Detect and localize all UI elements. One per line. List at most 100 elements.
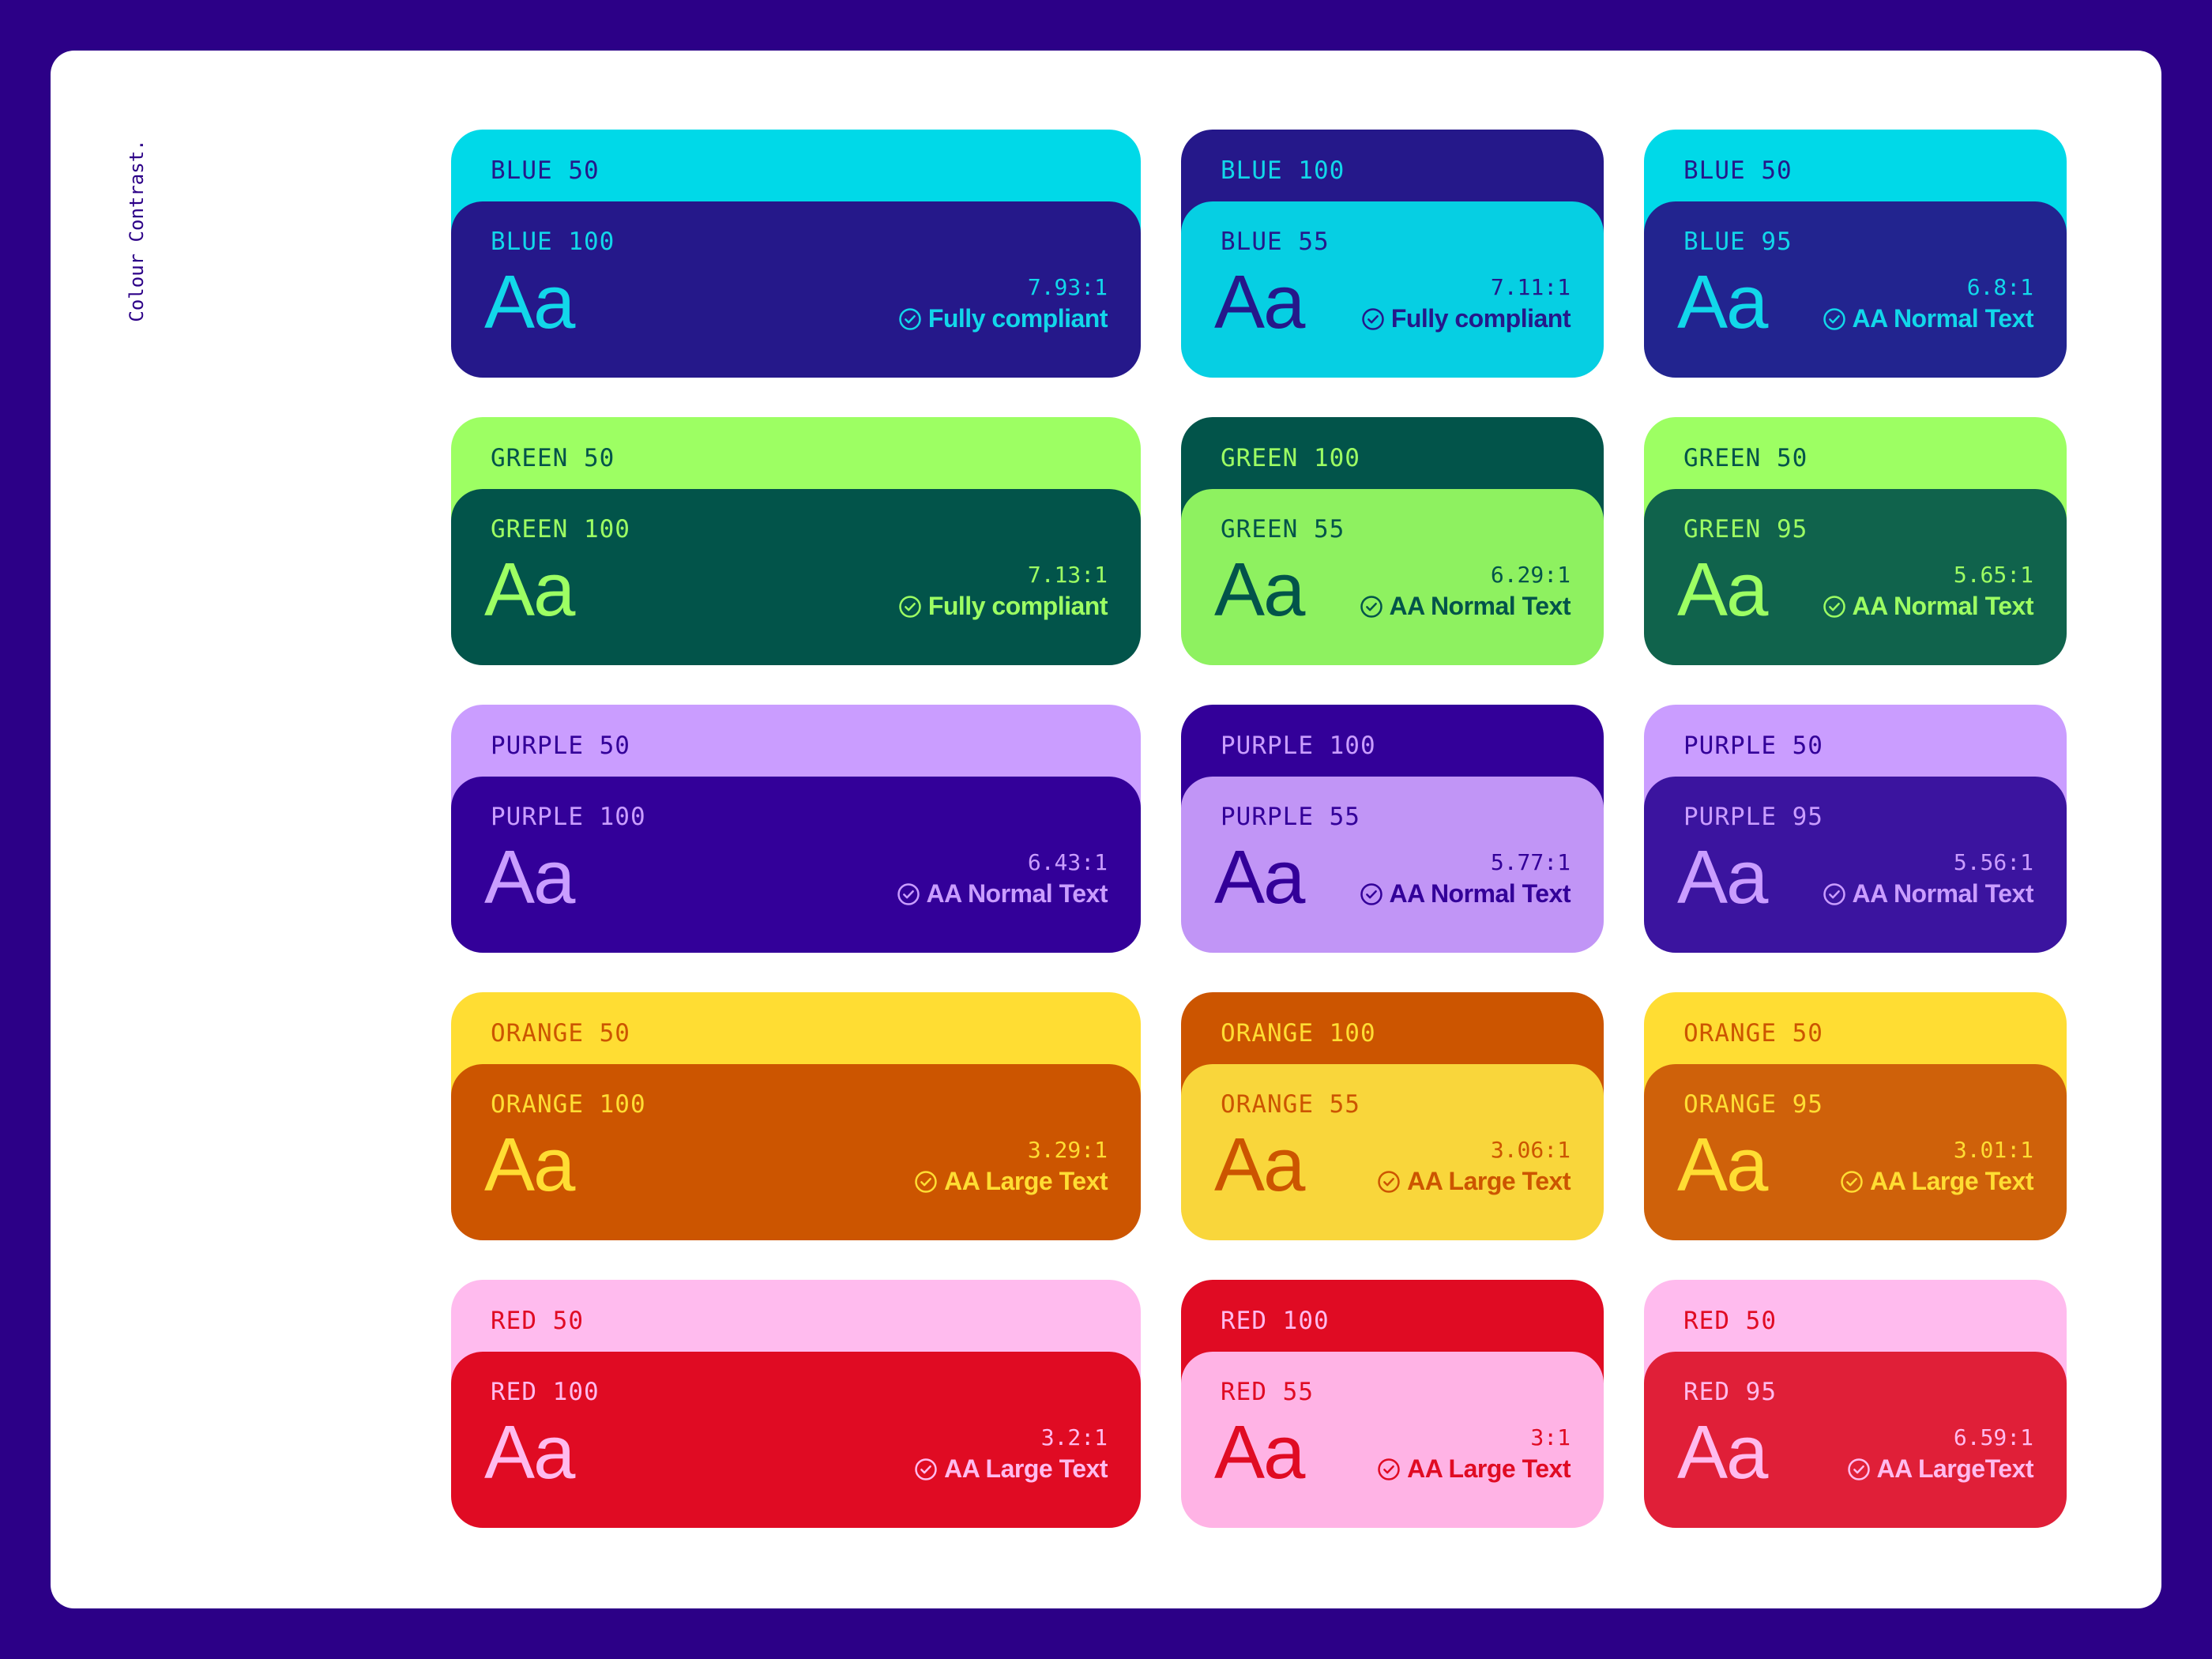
contrast-card: PURPLE 50 PURPLE 95 Aa 5.56:1 AA Normal Text bbox=[1644, 705, 2067, 953]
contrast-card: RED 100 RED 55 Aa 3:1 AA Large Text bbox=[1181, 1280, 1604, 1528]
front-swatch-label: ORANGE 100 bbox=[491, 1090, 646, 1119]
back-swatch-label: GREEN 100 bbox=[1221, 444, 1360, 472]
contrast-ratio: 3.29:1 bbox=[1027, 1137, 1108, 1163]
back-swatch-label: ORANGE 50 bbox=[1683, 1019, 1823, 1048]
contrast-ratio: 3.2:1 bbox=[1040, 1424, 1108, 1450]
contrast-card: BLUE 50 BLUE 100 Aa 7.93:1 Fully compliant bbox=[451, 130, 1141, 378]
back-swatch-label: PURPLE 50 bbox=[491, 732, 630, 760]
compliance-status: AA Normal Text bbox=[897, 879, 1108, 908]
front-swatch: PURPLE 55 Aa 5.77:1 AA Normal Text bbox=[1181, 777, 1604, 953]
contrast-ratio: 5.77:1 bbox=[1490, 849, 1571, 875]
contrast-ratio: 5.56:1 bbox=[1953, 849, 2033, 875]
page-title: Colour Contrast. bbox=[126, 139, 148, 322]
compliance-status: Fully compliant bbox=[1361, 304, 1571, 333]
check-circle-icon bbox=[1377, 1458, 1401, 1481]
front-swatch-label: GREEN 55 bbox=[1221, 515, 1345, 544]
front-swatch: RED 95 Aa 6.59:1 AA LargeText bbox=[1644, 1352, 2067, 1528]
front-swatch: BLUE 95 Aa 6.8:1 AA Normal Text bbox=[1644, 201, 2067, 378]
contrast-card: BLUE 50 BLUE 95 Aa 6.8:1 AA Normal Text bbox=[1644, 130, 2067, 378]
compliance-status: AA Large Text bbox=[914, 1167, 1108, 1196]
compliance-label: AA LargeText bbox=[1876, 1454, 2034, 1483]
sample-text: Aa bbox=[1214, 547, 1305, 632]
compliance-status: AA Normal Text bbox=[1360, 592, 1571, 621]
front-swatch-label: BLUE 100 bbox=[491, 228, 615, 256]
back-swatch-label: ORANGE 50 bbox=[491, 1019, 630, 1048]
front-swatch: GREEN 95 Aa 5.65:1 AA Normal Text bbox=[1644, 489, 2067, 665]
back-swatch-label: PURPLE 100 bbox=[1221, 732, 1376, 760]
check-circle-icon bbox=[898, 595, 922, 619]
sample-text: Aa bbox=[1214, 1410, 1305, 1495]
check-circle-icon bbox=[1847, 1458, 1871, 1481]
compliance-label: Fully compliant bbox=[927, 592, 1108, 620]
back-swatch-label: BLUE 100 bbox=[1221, 156, 1345, 185]
contrast-card: ORANGE 100 ORANGE 55 Aa 3.06:1 AA Large Text bbox=[1181, 992, 1604, 1240]
check-circle-icon bbox=[1823, 595, 1846, 619]
check-circle-icon bbox=[897, 882, 920, 906]
side-title-container: Colour Contrast. bbox=[125, 136, 149, 325]
back-swatch-label: BLUE 50 bbox=[1683, 156, 1793, 185]
compliance-label: AA Large Text bbox=[1870, 1167, 2033, 1195]
check-circle-icon bbox=[898, 307, 922, 331]
front-swatch: ORANGE 95 Aa 3.01:1 AA Large Text bbox=[1644, 1064, 2067, 1240]
contrast-card: GREEN 100 GREEN 55 Aa 6.29:1 AA Normal Text bbox=[1181, 417, 1604, 665]
compliance-status: AA LargeText bbox=[1847, 1454, 2034, 1484]
compliance-label: AA Large Text bbox=[1407, 1167, 1571, 1195]
front-swatch-label: RED 55 bbox=[1221, 1378, 1314, 1406]
back-swatch-label: GREEN 50 bbox=[491, 444, 615, 472]
compliance-label: AA Normal Text bbox=[1389, 879, 1571, 908]
front-swatch: RED 100 Aa 3.2:1 AA Large Text bbox=[451, 1352, 1141, 1528]
compliance-status: Fully compliant bbox=[898, 304, 1108, 333]
back-swatch-label: RED 100 bbox=[1221, 1307, 1330, 1335]
contrast-card: RED 50 RED 100 Aa 3.2:1 AA Large Text bbox=[451, 1280, 1141, 1528]
check-circle-icon bbox=[1823, 882, 1846, 906]
contrast-ratio: 7.13:1 bbox=[1027, 562, 1108, 588]
contrast-card: ORANGE 50 ORANGE 95 Aa 3.01:1 AA Large Text bbox=[1644, 992, 2067, 1240]
check-circle-icon bbox=[914, 1170, 938, 1194]
contrast-ratio: 5.65:1 bbox=[1953, 562, 2033, 588]
front-swatch-label: GREEN 95 bbox=[1683, 515, 1808, 544]
front-swatch-label: PURPLE 100 bbox=[491, 803, 646, 831]
contrast-card: ORANGE 50 ORANGE 100 Aa 3.29:1 AA Large Text bbox=[451, 992, 1141, 1240]
back-swatch-label: ORANGE 100 bbox=[1221, 1019, 1376, 1048]
compliance-status: AA Large Text bbox=[1377, 1454, 1571, 1484]
front-swatch-label: BLUE 95 bbox=[1683, 228, 1793, 256]
contrast-card: GREEN 50 GREEN 100 Aa 7.13:1 Fully compliant bbox=[451, 417, 1141, 665]
compliance-status: AA Large Text bbox=[1840, 1167, 2033, 1196]
front-swatch-label: BLUE 55 bbox=[1221, 228, 1330, 256]
compliance-status: AA Normal Text bbox=[1360, 879, 1571, 908]
contrast-card: BLUE 100 BLUE 55 Aa 7.11:1 Fully compliant bbox=[1181, 130, 1604, 378]
compliance-label: AA Normal Text bbox=[1852, 879, 2034, 908]
compliance-label: AA Large Text bbox=[1407, 1454, 1571, 1483]
sample-text: Aa bbox=[1677, 260, 1768, 344]
front-swatch: RED 55 Aa 3:1 AA Large Text bbox=[1181, 1352, 1604, 1528]
back-swatch-label: PURPLE 50 bbox=[1683, 732, 1823, 760]
sample-text: Aa bbox=[1677, 835, 1768, 920]
compliance-status: AA Normal Text bbox=[1823, 879, 2034, 908]
sample-text: Aa bbox=[1214, 1123, 1305, 1207]
sample-text: Aa bbox=[1677, 1410, 1768, 1495]
front-swatch: BLUE 55 Aa 7.11:1 Fully compliant bbox=[1181, 201, 1604, 378]
compliance-label: AA Normal Text bbox=[1389, 592, 1571, 620]
back-swatch-label: RED 50 bbox=[1683, 1307, 1777, 1335]
compliance-label: Fully compliant bbox=[927, 304, 1108, 333]
front-swatch-label: PURPLE 55 bbox=[1221, 803, 1360, 831]
compliance-status: AA Large Text bbox=[1377, 1167, 1571, 1196]
front-swatch: PURPLE 100 Aa 6.43:1 AA Normal Text bbox=[451, 777, 1141, 953]
compliance-status: AA Normal Text bbox=[1823, 304, 2034, 333]
check-circle-icon bbox=[914, 1458, 938, 1481]
front-swatch-label: RED 100 bbox=[491, 1378, 600, 1406]
contrast-ratio: 3:1 bbox=[1530, 1424, 1571, 1450]
sample-text: Aa bbox=[1214, 260, 1305, 344]
compliance-label: AA Large Text bbox=[944, 1167, 1108, 1195]
contrast-ratio: 6.43:1 bbox=[1027, 849, 1108, 875]
contrast-ratio: 3.01:1 bbox=[1953, 1137, 2033, 1163]
contrast-ratio: 7.93:1 bbox=[1027, 274, 1108, 300]
contrast-card: PURPLE 50 PURPLE 100 Aa 6.43:1 AA Normal Tex… bbox=[451, 705, 1141, 953]
sample-text: Aa bbox=[1677, 547, 1768, 632]
front-swatch-label: RED 95 bbox=[1683, 1378, 1777, 1406]
compliance-label: AA Large Text bbox=[944, 1454, 1108, 1483]
sample-text: Aa bbox=[484, 1123, 575, 1207]
contrast-card: RED 50 RED 95 Aa 6.59:1 AA LargeText bbox=[1644, 1280, 2067, 1528]
check-circle-icon bbox=[1360, 882, 1383, 906]
compliance-label: AA Normal Text bbox=[926, 879, 1108, 908]
